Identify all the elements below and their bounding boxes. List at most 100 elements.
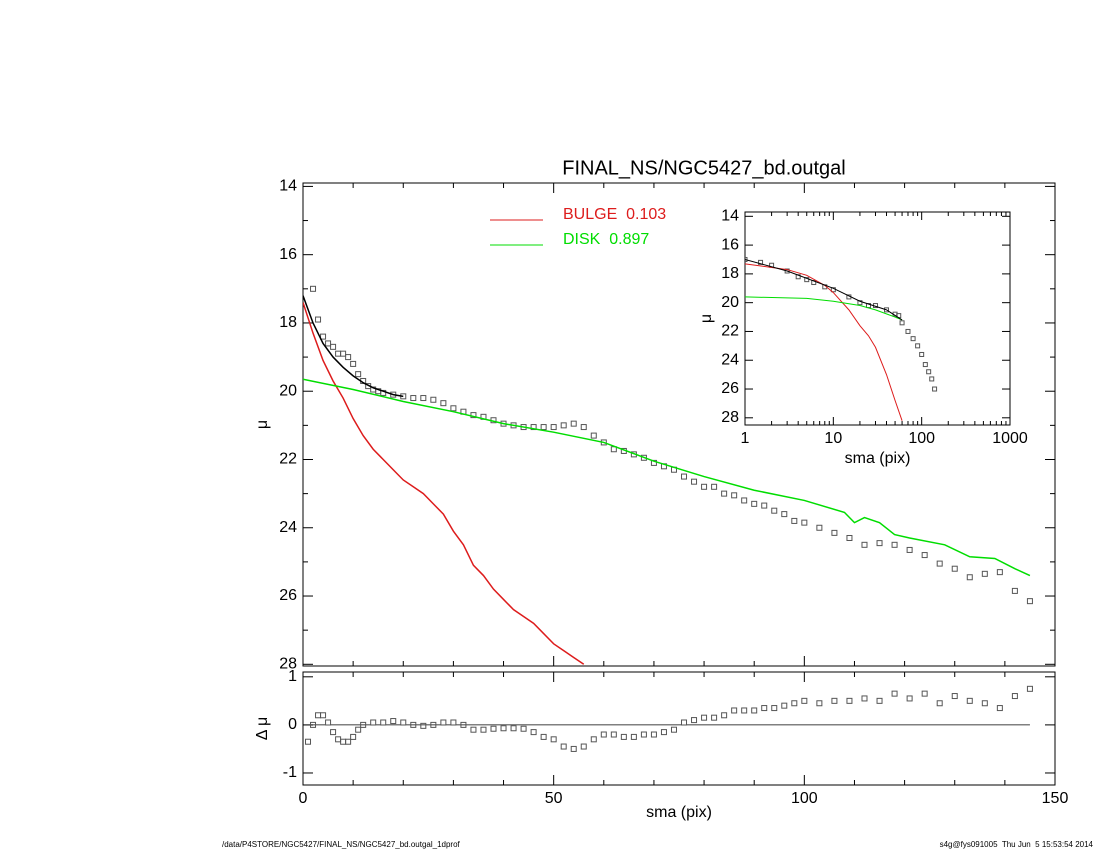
data-point (721, 712, 728, 719)
data-point (580, 424, 587, 431)
data-point (781, 511, 788, 518)
data-point (731, 492, 738, 499)
y-tick-label: 28 (279, 656, 297, 673)
data-point (876, 697, 883, 704)
data-point (771, 507, 778, 514)
data-point (741, 497, 748, 504)
data-point (861, 541, 868, 548)
data-point (580, 743, 587, 750)
frame (744, 211, 1011, 426)
data-point (320, 712, 327, 719)
footer-right: s4g@fys091005 Thu Jun 5 15:53:54 2014 (940, 840, 1094, 849)
data-point (325, 340, 332, 347)
data-point (470, 726, 477, 733)
data-point (861, 695, 868, 702)
data-point (670, 726, 677, 733)
data-point (410, 721, 417, 728)
data-point (691, 717, 698, 724)
data-point (884, 307, 890, 313)
data-point (801, 697, 808, 704)
data-line (303, 302, 585, 665)
data-point (315, 712, 322, 719)
data-point (701, 714, 708, 721)
data-point (701, 483, 708, 490)
data-point (560, 422, 567, 429)
data-point (915, 343, 921, 349)
data-point (440, 400, 447, 407)
data-point (340, 350, 347, 357)
data-point (620, 733, 627, 740)
data-point (857, 300, 863, 306)
data-point (390, 718, 397, 725)
data-point (721, 490, 728, 497)
data-point (681, 473, 688, 480)
data-point (784, 268, 790, 274)
y-tick-label: 24 (721, 351, 739, 368)
data-point (350, 360, 357, 367)
data-point (936, 700, 943, 707)
data-point (630, 733, 637, 740)
data-point (400, 719, 407, 726)
data-point (711, 483, 718, 490)
plot-area (303, 685, 1033, 752)
data-point (380, 389, 387, 396)
data-point (910, 336, 916, 342)
y-tick-label: 20 (721, 294, 739, 311)
data-point (691, 478, 698, 485)
data-point (905, 328, 911, 334)
data-point (310, 285, 317, 292)
data-point (981, 700, 988, 707)
inset-background (745, 212, 1010, 425)
data-point (380, 719, 387, 726)
y-tick-label: 22 (279, 451, 297, 468)
y-tick-label: 1 (288, 668, 297, 685)
plot-area (303, 285, 1033, 665)
data-point (761, 502, 768, 509)
data-point (966, 574, 973, 581)
data-point (430, 721, 437, 728)
data-point (640, 731, 647, 738)
data-point (335, 736, 342, 743)
data-point (410, 395, 417, 402)
data-point (1011, 693, 1018, 700)
data-point (816, 700, 823, 707)
data-point (330, 729, 337, 736)
data-point (310, 721, 317, 728)
data-point (305, 738, 312, 745)
data-point (781, 702, 788, 709)
y-tick-label: 14 (721, 208, 739, 225)
data-point (540, 424, 547, 431)
x-tick-label: 1 (741, 430, 750, 447)
y-tick-label: 16 (721, 236, 739, 253)
data-point (610, 731, 617, 738)
data-point (996, 705, 1003, 712)
y-tick-label: 18 (721, 265, 739, 282)
legend-label: DISK 0.897 (563, 231, 649, 248)
data-point (325, 719, 332, 726)
data-point (926, 369, 932, 375)
x-tick-label: 150 (1042, 790, 1069, 807)
y-tick-label: 18 (279, 314, 297, 331)
y-tick-label: -1 (283, 764, 297, 781)
frame (302, 671, 1056, 786)
y-tick-label: 26 (721, 380, 739, 397)
data-line (745, 263, 903, 421)
data-point (480, 726, 487, 733)
data-point (791, 517, 798, 524)
data-point (420, 722, 427, 729)
data-point (831, 529, 838, 536)
y-tick-label: 24 (279, 519, 297, 536)
data-point (500, 725, 507, 732)
data-point (420, 395, 427, 402)
data-point (921, 690, 928, 697)
data-point (560, 743, 567, 750)
data-point (460, 721, 467, 728)
data-point (315, 316, 322, 323)
data-point (891, 541, 898, 548)
legend-label: BULGE 0.103 (563, 206, 666, 223)
data-point (355, 726, 362, 733)
data-point (846, 697, 853, 704)
data-point (345, 354, 352, 361)
data-point (330, 343, 337, 350)
